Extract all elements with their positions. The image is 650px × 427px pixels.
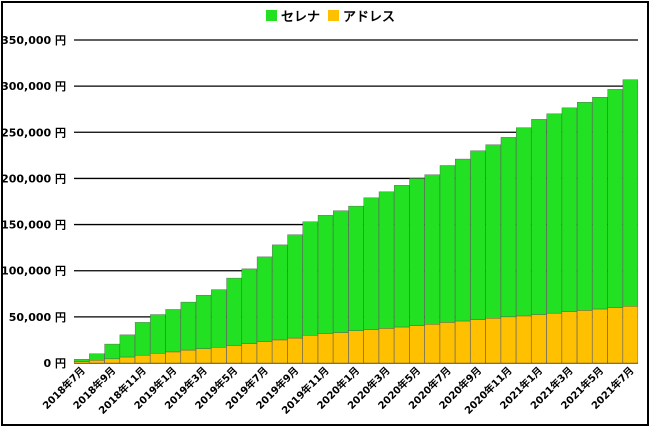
- bar-serena: [439, 165, 456, 323]
- bar-address: [302, 335, 318, 364]
- bar-serena: [531, 119, 547, 315]
- bars: [73, 79, 639, 364]
- bar-serena: [241, 268, 257, 344]
- bar-serena: [500, 137, 517, 318]
- bar-address: [561, 311, 578, 364]
- bar-address: [592, 308, 608, 364]
- bar-serena: [302, 221, 318, 336]
- y-tick-label: 300,000 円: [1, 80, 66, 93]
- y-tick-label: 150,000 円: [1, 219, 66, 232]
- bar-address: [104, 358, 120, 364]
- bar-serena: [104, 343, 120, 360]
- y-axis-labels: 0 円 50,000 円 100,000 円 150,000 円 200,000 円 25…: [1, 34, 66, 370]
- bar-serena: [378, 191, 395, 329]
- x-axis-labels: 2018年7月2018年9月2018年11月2019年1月2019年3月2019…: [40, 364, 637, 417]
- bar-address: [89, 360, 105, 364]
- bar-address: [241, 343, 257, 364]
- bar-serena: [516, 127, 532, 317]
- bar-serena: [134, 322, 151, 356]
- bar-serena: [211, 289, 227, 348]
- bar-address: [394, 326, 410, 364]
- bar-address: [256, 341, 273, 364]
- bar-address: [195, 348, 212, 364]
- bar-serena: [165, 309, 181, 353]
- bar-address: [516, 315, 532, 364]
- bar-serena: [485, 144, 501, 319]
- bar-serena: [455, 158, 471, 322]
- bar-address: [287, 337, 303, 364]
- bar-serena: [576, 102, 593, 311]
- bar-serena: [561, 107, 578, 312]
- bar-address: [500, 316, 517, 364]
- y-tick-label: 200,000 円: [1, 172, 66, 185]
- bar-address: [363, 329, 379, 364]
- bar-address: [119, 356, 136, 364]
- bar-address: [470, 319, 486, 364]
- bar-serena: [622, 79, 639, 307]
- bar-address: [348, 330, 364, 364]
- y-tick-label: 100,000 円: [1, 265, 66, 278]
- bar-address: [424, 324, 440, 364]
- bar-serena: [546, 113, 562, 314]
- bar-address: [531, 314, 547, 364]
- bar-address: [73, 361, 90, 364]
- bar-serena: [409, 178, 425, 326]
- legend-label-address: アドレス: [343, 10, 395, 25]
- bar-serena: [348, 205, 364, 331]
- y-tick-label: 0 円: [44, 357, 66, 370]
- legend-swatch-serena: [266, 10, 277, 21]
- bar-address: [607, 307, 623, 364]
- bar-address: [576, 310, 593, 364]
- y-tick-label: 350,000 円: [1, 34, 66, 47]
- bar-address: [165, 351, 181, 364]
- bar-serena: [592, 97, 608, 310]
- y-tick-label: 50,000 円: [9, 311, 66, 324]
- bar-address: [317, 333, 334, 364]
- bar-serena: [272, 244, 288, 341]
- bar-serena: [333, 210, 349, 333]
- bar-serena: [73, 359, 90, 362]
- bar-serena: [89, 353, 105, 361]
- bar-serena: [119, 334, 136, 358]
- legend-label-serena: セレナ: [281, 10, 320, 25]
- bar-address: [211, 347, 227, 364]
- legend-swatch-address: [328, 10, 339, 21]
- bar-serena: [424, 174, 440, 325]
- bar-address: [409, 325, 425, 364]
- bar-address: [134, 354, 151, 364]
- bar-serena: [226, 277, 242, 346]
- bar-serena: [607, 89, 623, 308]
- bar-serena: [394, 185, 410, 328]
- bar-address: [622, 306, 639, 364]
- bar-address: [546, 312, 562, 364]
- bar-serena: [195, 294, 212, 349]
- bar-serena: [150, 314, 166, 354]
- bar-address: [485, 318, 501, 364]
- bar-address: [150, 353, 166, 364]
- bar-serena: [363, 197, 379, 330]
- bar-address: [378, 328, 395, 364]
- bar-serena: [180, 301, 196, 351]
- bar-serena: [317, 215, 334, 334]
- bar-address: [272, 339, 288, 364]
- bar-serena: [470, 150, 486, 320]
- bar-serena: [256, 256, 273, 342]
- bar-address: [439, 322, 456, 364]
- bar-address: [333, 332, 349, 364]
- bar-serena: [287, 234, 303, 339]
- bar-address: [455, 320, 471, 364]
- bar-address: [180, 349, 196, 364]
- legend: セレナ アドレス: [266, 10, 395, 25]
- bar-address: [226, 345, 242, 364]
- y-tick-label: 250,000 円: [1, 126, 66, 139]
